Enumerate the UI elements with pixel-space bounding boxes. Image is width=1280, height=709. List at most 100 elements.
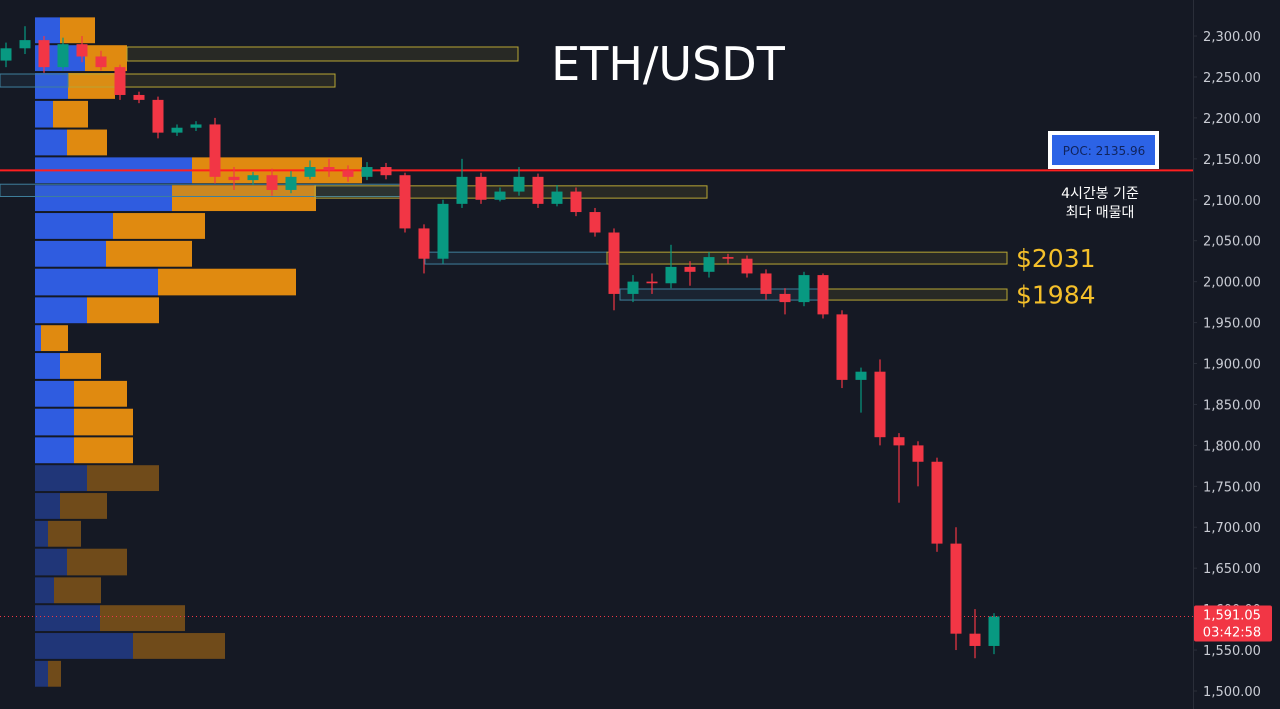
candle-body [0,48,12,61]
profile-sell [68,73,115,99]
zone [606,251,1008,265]
zone [619,288,823,301]
y-tick-label: 2,100.00 [1203,194,1261,209]
profile-buy [35,520,48,547]
candle-body [133,94,145,100]
profile-buy [35,465,87,492]
candle-body [779,293,791,303]
profile-sell [48,660,61,687]
candle-body [931,461,943,544]
y-tick-label: 2,300.00 [1203,30,1261,45]
profile-buy [35,660,48,687]
profile-sell [100,605,185,632]
candle-body [418,228,430,259]
candle-body [684,266,696,272]
profile-sell [54,577,101,604]
y-tick-label: 1,850.00 [1203,398,1261,413]
y-tick-label: 2,200.00 [1203,112,1261,127]
profile-sell [87,297,159,324]
profile-sell [60,493,107,519]
poc-note: 최다 매물대 [1066,205,1135,221]
profile-buy [35,548,67,576]
candle-body [646,281,658,284]
candle-body [912,445,924,462]
candle-body [950,543,962,634]
last-price-label: 1,591.05 [1203,608,1261,623]
candle-body [741,258,753,274]
candle-body [570,191,582,213]
zone-label: $2031 [1016,244,1096,273]
candle-body [171,127,183,133]
profile-sell [106,240,192,267]
candle-body [988,616,1000,646]
profile-buy [35,213,113,239]
profile-buy [35,633,133,659]
profile-buy [35,129,67,156]
candle-body [437,203,449,259]
y-tick-label: 2,000.00 [1203,276,1261,291]
profile-sell [87,465,159,492]
profile-sell [60,17,95,44]
candle-body [836,314,848,380]
candle-body [760,273,772,294]
candle-body [722,257,734,259]
poc-note: 4시간봉 기준 [1061,186,1139,202]
candle-body [190,124,202,128]
candle-body [399,175,411,229]
profile-sell [67,129,107,156]
profile-buy [35,268,158,296]
candle-body [361,167,373,177]
candle-body [874,371,886,438]
y-tick-label: 1,700.00 [1203,521,1261,536]
candle-body [893,437,905,446]
profile-buy [35,577,54,604]
zone-label: $1984 [1016,281,1096,310]
zone [0,73,69,88]
y-tick-label: 1,650.00 [1203,562,1261,577]
zone [67,73,336,88]
profile-buy [35,297,87,324]
y-tick-label: 2,250.00 [1203,71,1261,86]
candle-body [323,167,335,171]
candle-body [266,175,278,190]
candle-body [380,167,392,176]
profile-sell [74,380,127,407]
candle-body [627,281,639,294]
profile-sell [113,213,205,239]
profile-buy [35,437,74,464]
candle-body [342,170,354,177]
profile-buy [35,380,74,407]
candle-body [38,40,50,68]
candle-body [209,124,221,177]
y-tick-label: 1,750.00 [1203,480,1261,495]
poc-box [1048,131,1159,169]
profile-sell [60,353,101,379]
profile-buy [35,325,41,352]
profile-buy [35,185,172,212]
y-tick-label: 1,500.00 [1203,685,1261,700]
zone [126,46,519,62]
zone [314,185,708,199]
candle-body [95,56,107,68]
profile-buy [35,605,100,632]
candle-body [589,212,601,233]
zone [821,288,1008,301]
zone [424,251,608,265]
profile-buy [35,100,53,128]
y-tick-label: 1,900.00 [1203,358,1261,373]
candle-body [817,275,829,315]
profile-buy [35,17,60,44]
candle-body [608,232,620,294]
profile-sell [74,437,133,464]
candle-body [551,191,563,204]
candle-body [76,44,88,57]
poc-label: POC: 2135.96 [1063,144,1146,158]
profile-buy [35,408,74,436]
profile-sell [67,548,127,576]
candle-body [969,633,981,646]
profile-sell [48,520,81,547]
y-tick-label: 2,050.00 [1203,235,1261,250]
candle-body [228,176,240,181]
